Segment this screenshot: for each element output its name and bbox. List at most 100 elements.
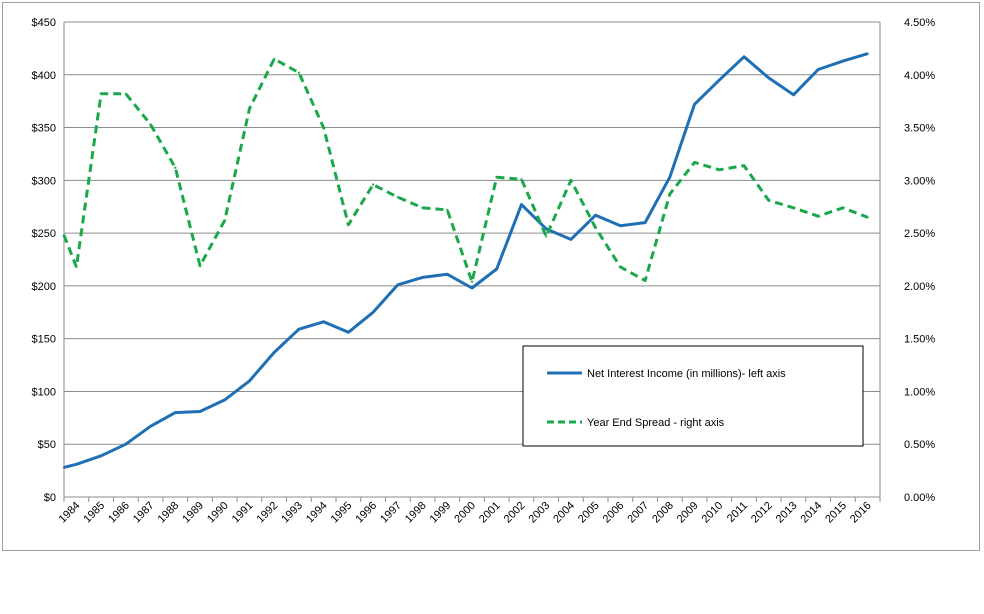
spread-point bbox=[223, 219, 226, 222]
net-interest-point bbox=[569, 238, 573, 241]
x-tick-label: 2015 bbox=[823, 500, 849, 526]
spread-point bbox=[396, 196, 399, 199]
left-tick-label: $300 bbox=[32, 175, 56, 187]
x-tick-label: 2003 bbox=[527, 500, 553, 526]
x-tick-label: 2004 bbox=[551, 500, 577, 526]
series-line-net-interest bbox=[63, 52, 869, 469]
left-tick-label: $400 bbox=[32, 70, 56, 82]
x-tick-label: 2011 bbox=[725, 500, 750, 525]
x-tick-label: 2006 bbox=[601, 500, 627, 526]
spread-point bbox=[866, 216, 869, 219]
net-interest-point bbox=[619, 224, 622, 227]
left-tick-label: $450 bbox=[32, 17, 56, 29]
net-interest-point bbox=[446, 273, 449, 276]
x-tick-label: 1993 bbox=[279, 500, 305, 526]
legend-label-spread: Year End Spread - right axis bbox=[587, 417, 725, 429]
left-axis-ticks: $0 $50 $100 $150 $200 $250 $300 $350 $400 $450 bbox=[32, 17, 56, 504]
net-interest-point bbox=[198, 410, 202, 413]
x-tick-label: 2008 bbox=[650, 500, 676, 526]
spread-point bbox=[297, 71, 301, 74]
left-tick-label: $50 bbox=[38, 439, 56, 451]
spread-point bbox=[643, 279, 647, 282]
right-tick-label: 1.00% bbox=[904, 386, 935, 398]
spread-point bbox=[817, 215, 820, 218]
net-interest-point bbox=[792, 93, 795, 97]
x-tick-label: 1985 bbox=[81, 500, 107, 526]
legend: Net Interest Income (in millions)- left … bbox=[522, 345, 864, 447]
x-tick-label: 1994 bbox=[304, 500, 330, 526]
spread-point bbox=[742, 164, 746, 167]
x-tick-label: 2016 bbox=[848, 500, 874, 526]
spread-point bbox=[569, 179, 573, 182]
right-tick-label: 2.00% bbox=[904, 281, 935, 293]
left-tick-label: $0 bbox=[44, 492, 56, 504]
net-interest-point bbox=[149, 425, 152, 428]
spread-point bbox=[446, 208, 449, 212]
x-tick-label: 2013 bbox=[774, 500, 800, 526]
legend-box bbox=[522, 345, 864, 447]
spread-point bbox=[841, 206, 845, 209]
series-layer bbox=[62, 52, 869, 469]
spread-point bbox=[495, 176, 498, 179]
right-tick-label: 3.00% bbox=[904, 175, 935, 187]
series-line-spread bbox=[62, 57, 869, 284]
net-interest-point bbox=[767, 76, 770, 80]
net-interest-point bbox=[322, 320, 325, 323]
spread-point bbox=[619, 265, 622, 269]
spread-point bbox=[248, 107, 251, 110]
x-tick-label: 1992 bbox=[255, 500, 281, 526]
net-interest-point bbox=[742, 55, 746, 58]
left-tick-label: $350 bbox=[32, 123, 56, 135]
legend-label-net-interest: Net Interest Income (in millions)- left … bbox=[587, 368, 786, 380]
spread-point bbox=[520, 178, 523, 181]
chart-frame bbox=[2, 2, 980, 551]
x-tick-label: 2000 bbox=[452, 500, 478, 526]
x-tick-label: 1999 bbox=[428, 500, 454, 526]
x-tick-label: 1987 bbox=[131, 500, 157, 526]
spread-point bbox=[174, 166, 177, 169]
net-interest-point bbox=[99, 454, 103, 457]
right-tick-label: 4.00% bbox=[904, 70, 935, 82]
spread-point bbox=[594, 226, 597, 229]
spread-point bbox=[668, 192, 671, 196]
x-tick-label: 1988 bbox=[156, 500, 182, 526]
spread-point bbox=[62, 234, 66, 237]
spread-point bbox=[322, 126, 325, 129]
right-tick-label: 3.50% bbox=[904, 123, 935, 135]
net-interest-point bbox=[223, 398, 226, 402]
x-tick-label: 2002 bbox=[502, 500, 528, 526]
left-tick-label: $100 bbox=[32, 386, 56, 398]
left-tick-label: $250 bbox=[32, 228, 56, 240]
net-interest-point bbox=[817, 68, 820, 71]
x-tick-label: 1984 bbox=[57, 500, 83, 526]
left-tick-label: $150 bbox=[32, 334, 56, 346]
net-interest-point bbox=[668, 176, 671, 179]
net-interest-point bbox=[347, 331, 350, 334]
x-tick-label: 2010 bbox=[700, 500, 726, 526]
spread-point bbox=[470, 280, 474, 283]
spread-point bbox=[693, 161, 696, 164]
right-tick-label: 0.50% bbox=[904, 439, 935, 451]
net-interest-point bbox=[396, 283, 399, 286]
x-tick-label: 2012 bbox=[749, 500, 775, 526]
spread-point bbox=[124, 92, 128, 96]
net-interest-point bbox=[693, 103, 696, 106]
spread-point bbox=[347, 223, 350, 226]
net-interest-point bbox=[75, 463, 78, 466]
x-tick-label: 1995 bbox=[329, 500, 355, 526]
x-tick-label: 2005 bbox=[576, 500, 602, 526]
x-tick-label: 1989 bbox=[180, 500, 206, 526]
net-interest-point bbox=[718, 78, 721, 82]
net-interest-point bbox=[174, 411, 177, 414]
x-tick-label: 1996 bbox=[353, 500, 379, 526]
net-interest-point bbox=[297, 328, 301, 331]
net-interest-point bbox=[594, 214, 597, 217]
net-interest-point bbox=[248, 379, 251, 383]
right-tick-label: 4.50% bbox=[904, 17, 935, 29]
net-interest-point bbox=[841, 59, 845, 63]
net-interest-point bbox=[421, 276, 424, 279]
x-tick-label: 2007 bbox=[625, 500, 651, 526]
net-interest-point bbox=[643, 221, 647, 224]
right-tick-label: 2.50% bbox=[904, 228, 935, 240]
